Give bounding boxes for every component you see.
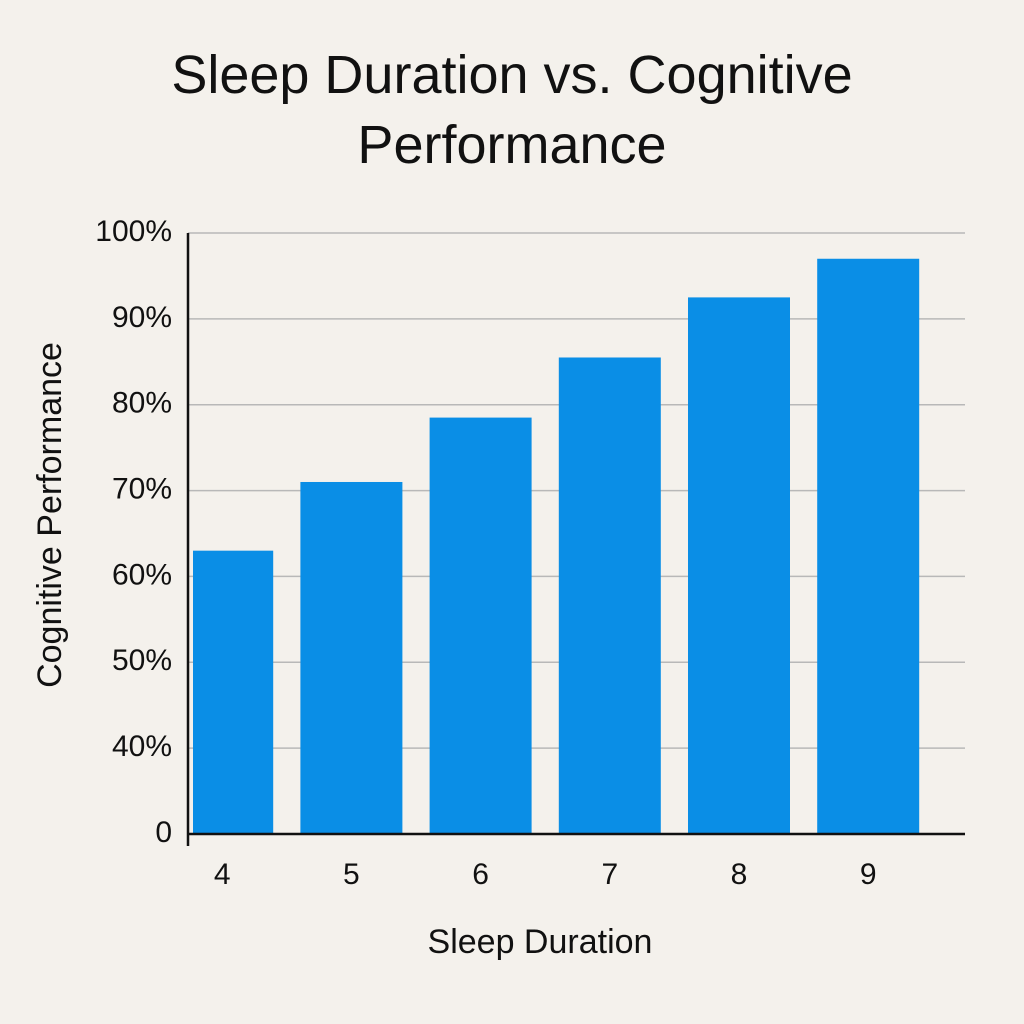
x-tick-label: 7: [601, 858, 618, 891]
x-tick-label: 8: [731, 858, 748, 891]
x-tick-label: 4: [214, 858, 231, 891]
bar: [429, 417, 532, 834]
chart-title: Sleep Duration vs. Cognitive Performance: [171, 45, 853, 175]
y-axis-title: Cognitive Performance: [31, 342, 69, 688]
y-tick-label: 40%: [112, 730, 172, 763]
x-axis-title: Sleep Duration: [428, 923, 653, 961]
bar: [688, 297, 790, 835]
bar: [300, 481, 403, 834]
bar: [558, 357, 661, 834]
bar: [817, 258, 920, 834]
x-tick-label: 9: [860, 858, 877, 891]
y-tick-label: 80%: [112, 387, 172, 420]
x-tick-label: 6: [472, 858, 489, 891]
y-tick-label: 60%: [112, 558, 172, 591]
y-tick-label: 0: [155, 816, 172, 849]
x-tick-label: 5: [343, 858, 360, 891]
y-tick-label: 70%: [112, 472, 172, 505]
y-tick-label: 50%: [112, 644, 172, 677]
y-tick-label: 90%: [112, 301, 172, 334]
y-tick-label: 100%: [95, 215, 172, 248]
bar: [193, 550, 274, 834]
